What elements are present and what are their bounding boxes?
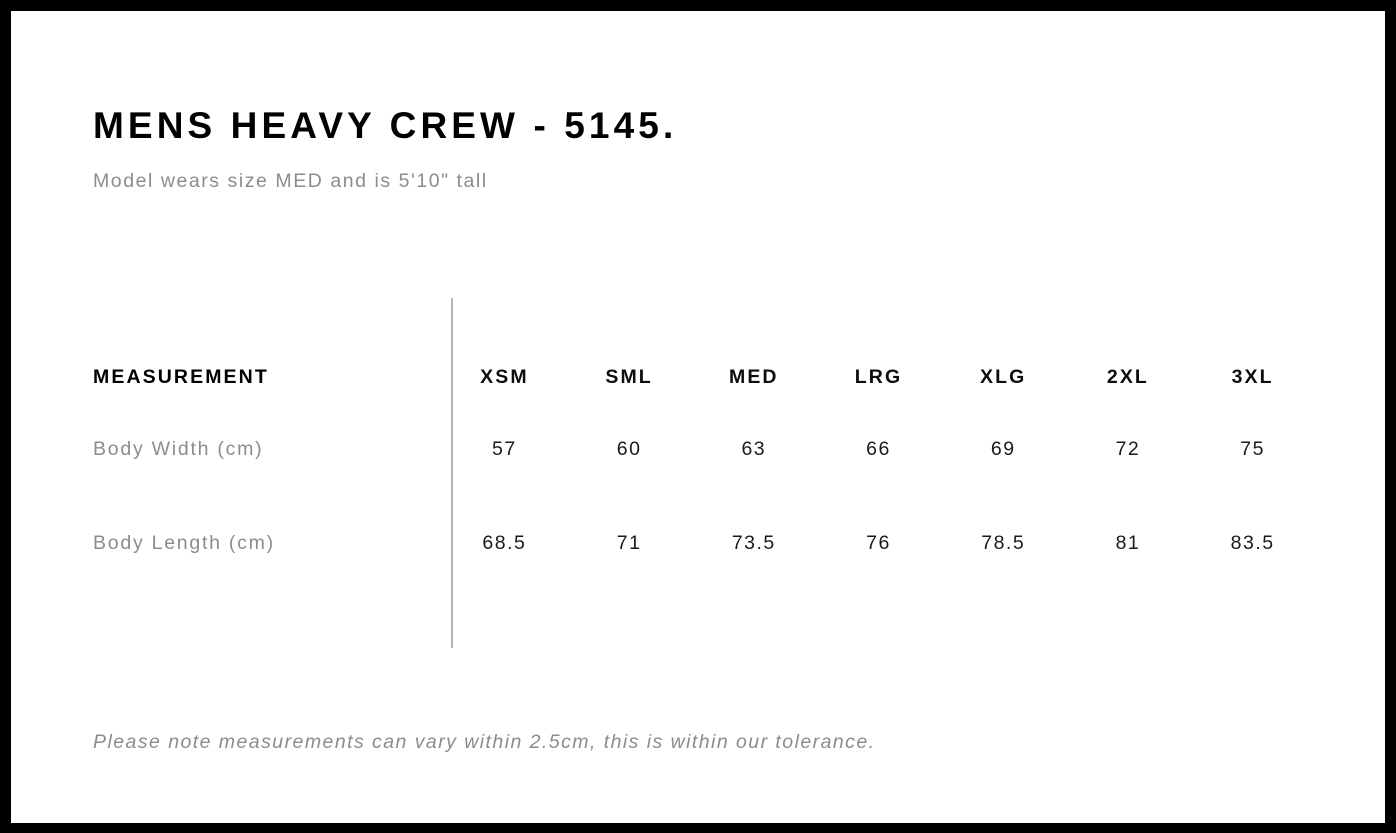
page-subtitle: Model wears size MED and is 5'10" tall xyxy=(93,170,488,192)
column-header-med: MED xyxy=(728,366,779,388)
row-label-body-length: Body Length (cm) xyxy=(93,531,275,554)
cell-body-length-sml: 71 xyxy=(616,531,642,554)
table-row: Body Width (cm) 57 60 63 66 69 72 75 xyxy=(93,402,1315,496)
cell-body-width-med: 63 xyxy=(741,437,767,460)
cell-body-length-2xl: 81 xyxy=(1115,531,1141,554)
column-header-2xl: 2XL xyxy=(1106,366,1149,388)
size-chart-card: MENS HEAVY CREW - 5145. Model wears size… xyxy=(11,11,1385,823)
column-header-lrg: LRG xyxy=(854,366,903,388)
table-header-row: MEASUREMENT XSM SML MED LRG XLG 2XL 3XL xyxy=(93,353,1315,402)
table-header: MEASUREMENT XSM SML MED LRG XLG 2XL 3XL xyxy=(93,353,1315,402)
cell-body-width-xsm: 57 xyxy=(492,437,517,460)
table-body: Body Width (cm) 57 60 63 66 69 72 75 Bod… xyxy=(93,402,1315,590)
cell-body-width-2xl: 72 xyxy=(1115,437,1141,460)
table-column-divider xyxy=(451,298,453,648)
cell-body-length-med: 73.5 xyxy=(731,531,776,554)
cell-body-width-xlg: 69 xyxy=(990,437,1016,460)
table-row: Body Length (cm) 68.5 71 73.5 76 78.5 81… xyxy=(93,496,1315,590)
cell-body-length-lrg: 76 xyxy=(866,531,891,554)
cell-body-length-3xl: 83.5 xyxy=(1230,531,1275,554)
tolerance-footnote: Please note measurements can vary within… xyxy=(93,731,876,753)
cell-body-length-xsm: 68.5 xyxy=(482,531,527,554)
cell-body-length-xlg: 78.5 xyxy=(981,531,1026,554)
column-header-measurement: MEASUREMENT xyxy=(93,366,269,388)
column-header-xlg: XLG xyxy=(980,366,1027,388)
cell-body-width-3xl: 75 xyxy=(1240,437,1265,460)
column-header-sml: SML xyxy=(605,366,653,388)
cell-body-width-lrg: 66 xyxy=(866,437,891,460)
cell-body-width-sml: 60 xyxy=(616,437,642,460)
row-label-body-width: Body Width (cm) xyxy=(93,437,264,460)
heading-block: MENS HEAVY CREW - 5145. Model wears size… xyxy=(93,104,677,193)
column-header-xsm: XSM xyxy=(480,366,529,388)
page-title: MENS HEAVY CREW - 5145. xyxy=(93,105,678,146)
column-header-3xl: 3XL xyxy=(1231,366,1274,388)
size-chart-table: MEASUREMENT XSM SML MED LRG XLG 2XL 3XL … xyxy=(93,353,1315,590)
